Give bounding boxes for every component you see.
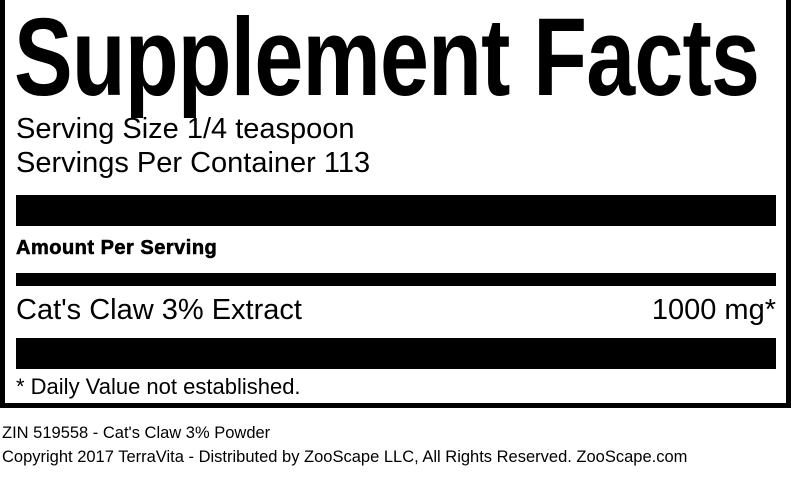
divider-bar [16, 338, 776, 369]
divider-bar [16, 195, 776, 226]
ingredient-name: Cat's Claw 3% Extract [16, 294, 302, 326]
amount-per-serving-header: Amount Per Serving [16, 237, 218, 259]
copyright: Copyright 2017 TerraVita - Distributed b… [2, 448, 688, 466]
divider-thick [16, 273, 776, 286]
product-line: ZIN 519558 - Cat's Claw 3% Powder [2, 424, 271, 442]
panel-title: Supplement Facts [14, 0, 760, 119]
servings-per-container: Servings Per Container 113 [16, 147, 371, 179]
serving-size: Serving Size 1/4 teaspoon [16, 113, 355, 145]
ingredient-amount: 1000 mg* [651, 294, 776, 326]
supplement-facts-panel [0, 0, 791, 408]
footnote: * Daily Value not established. [16, 374, 301, 399]
